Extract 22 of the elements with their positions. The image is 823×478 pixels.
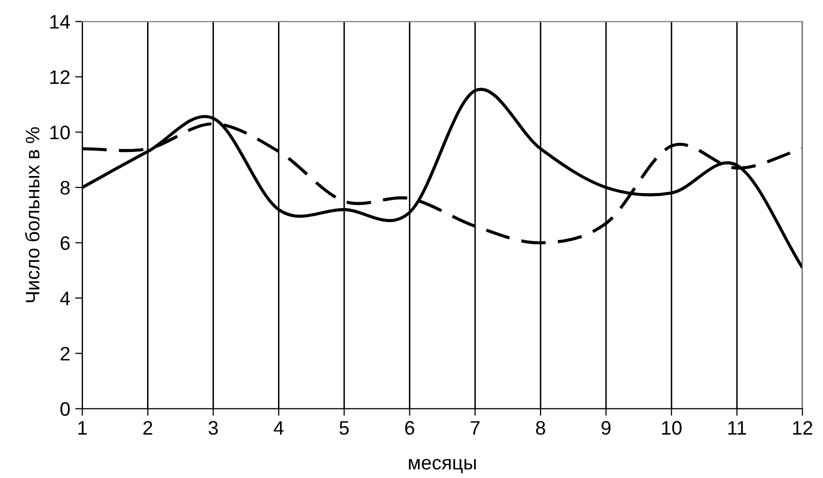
x-tick-label: 4	[274, 421, 284, 435]
x-tick-label: 6	[405, 421, 414, 435]
y-tick-label: 0	[60, 402, 70, 416]
x-tick-label: 10	[662, 421, 682, 435]
x-tick-label: 12	[793, 421, 812, 435]
x-tick-label: 9	[602, 421, 611, 435]
y-tick-label: 12	[50, 70, 70, 84]
x-axis-title: месяцы	[408, 458, 476, 474]
y-tick-label: 8	[60, 180, 70, 195]
x-tick-label: 7	[470, 421, 480, 435]
x-tick-label: 3	[208, 421, 218, 435]
y-tick-label: 2	[60, 346, 70, 360]
x-tick-label: 2	[143, 421, 152, 435]
y-tick-label: 14	[50, 15, 70, 29]
x-tick-label: 11	[728, 421, 746, 435]
y-axis-title: Число больных в %	[25, 127, 40, 302]
y-tick-label: 10	[50, 126, 70, 140]
x-tick-label: 1	[78, 421, 87, 435]
x-tick-label: 5	[340, 421, 349, 435]
y-tick-label: 6	[60, 236, 70, 250]
y-tick-label: 4	[60, 292, 70, 306]
x-tick-label: 8	[536, 421, 546, 435]
